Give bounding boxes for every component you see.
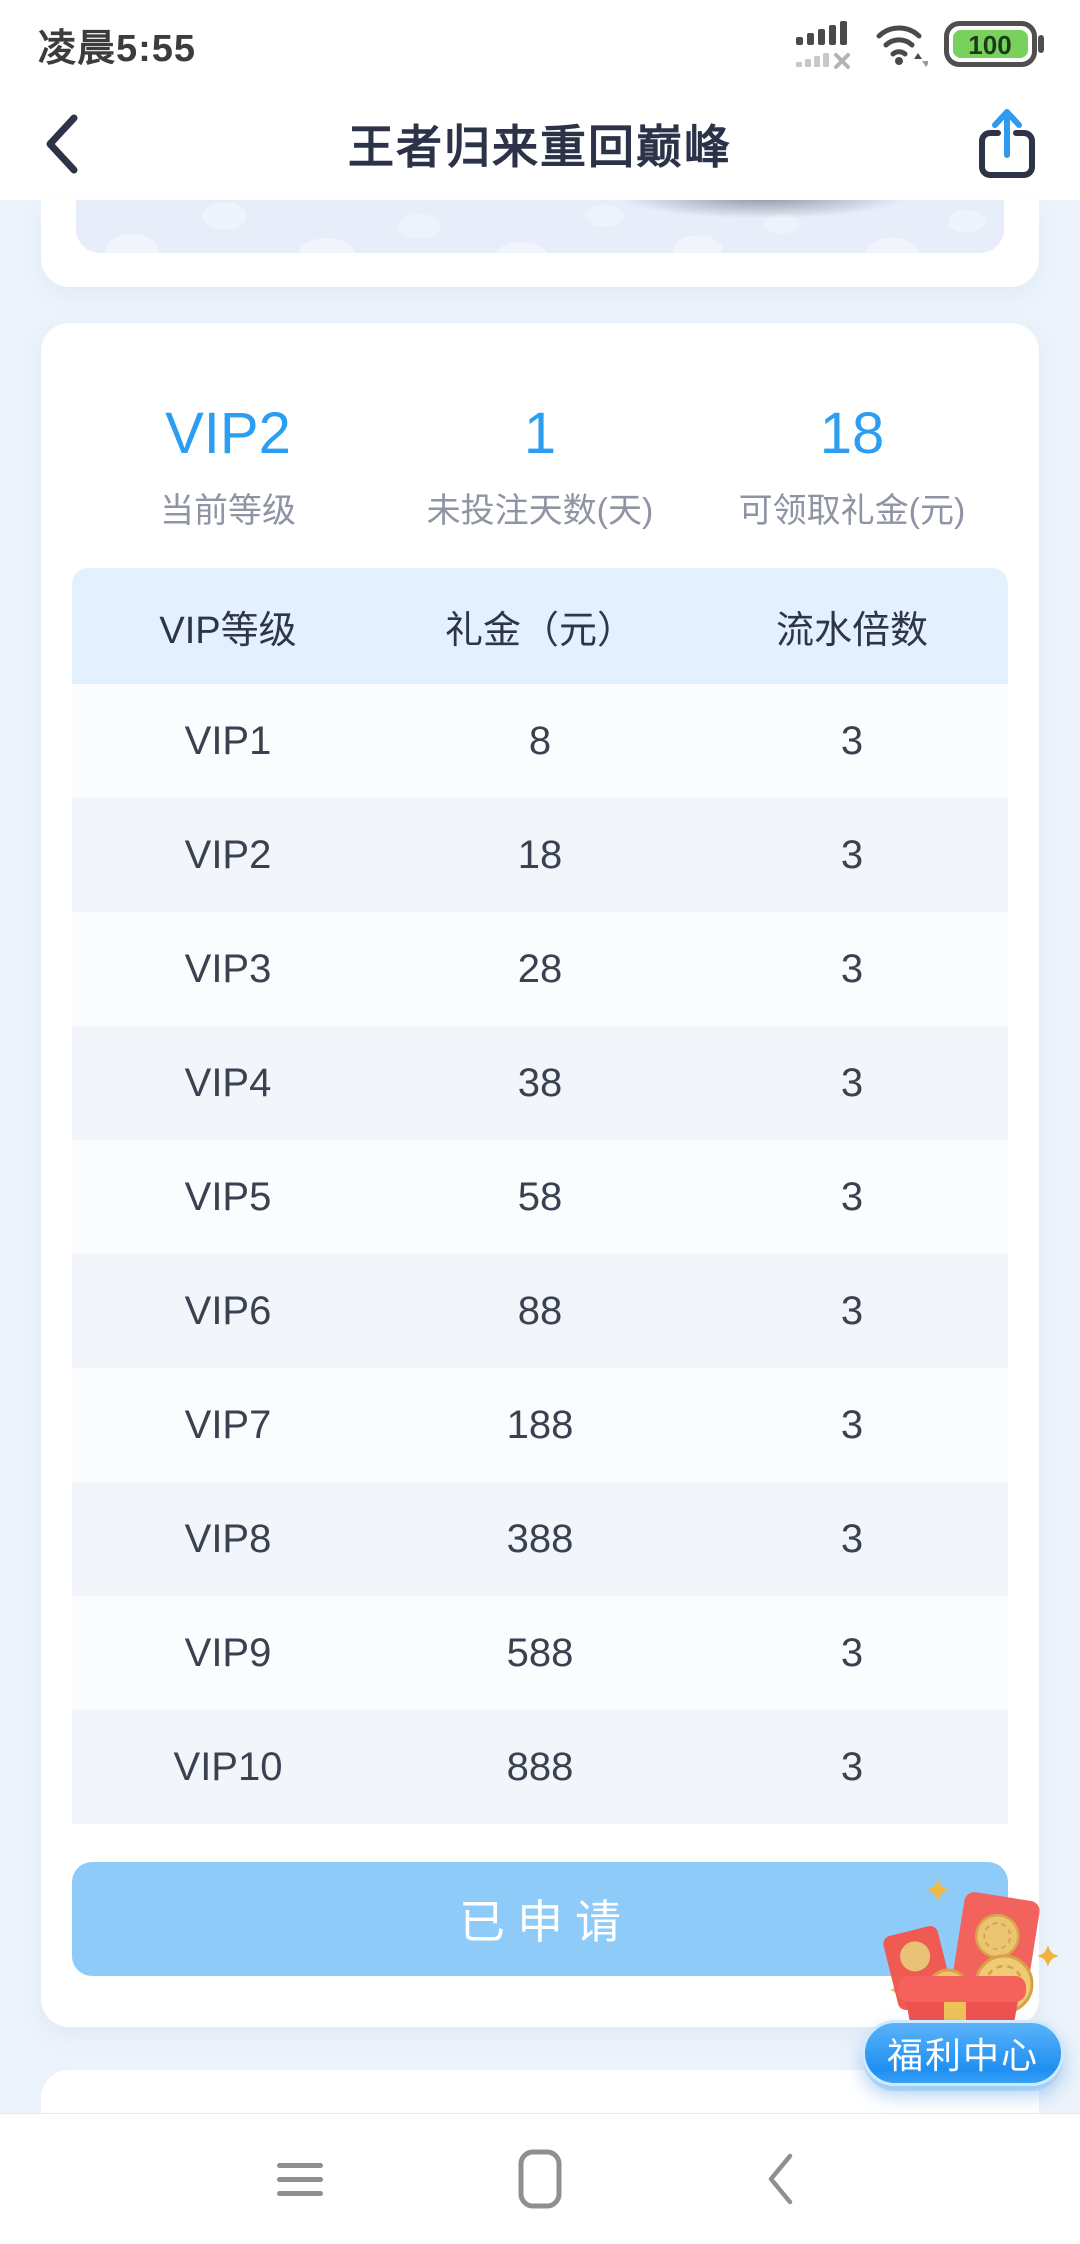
- stat-label: 当前等级: [160, 492, 296, 530]
- cell-multiplier: 3: [840, 832, 864, 877]
- cell-level: VIP8: [184, 1516, 272, 1561]
- share-button[interactable]: [970, 107, 1040, 181]
- app-header: 王者归来重回巅峰: [0, 88, 1080, 200]
- cell-multiplier: 3: [840, 946, 864, 991]
- banner-card: [41, 200, 1039, 287]
- status-time: 凌晨5:55: [38, 27, 197, 70]
- cell-level: VIP9: [184, 1630, 272, 1675]
- cell-level: VIP1: [184, 718, 272, 763]
- cell-gift: 88: [517, 1288, 563, 1333]
- cell-multiplier: 3: [840, 1174, 864, 1219]
- col-header-multiplier: 流水倍数: [775, 609, 928, 652]
- stat-days-no-bet: 1 未投注天数(天): [384, 399, 696, 532]
- stat-value: VIP2: [165, 401, 291, 466]
- stats-row: VIP2 当前等级 1 未投注天数(天) 18 可领取礼金(元): [72, 399, 1008, 532]
- cell-gift: 8: [528, 718, 552, 763]
- cell-level: VIP10: [173, 1744, 283, 1789]
- table-row: VIP10 888 3: [72, 1710, 1008, 1824]
- stat-value: 1: [523, 401, 557, 466]
- cell-level: VIP6: [184, 1288, 272, 1333]
- table-row: VIP6 88 3: [72, 1254, 1008, 1368]
- status-bar: 凌晨5:55: [0, 0, 1080, 88]
- table-row: VIP9 588 3: [72, 1596, 1008, 1710]
- stat-label: 未投注天数(天): [426, 492, 654, 530]
- battery-icon: 100: [944, 21, 1044, 67]
- cell-gift: 28: [517, 946, 563, 991]
- cell-level: VIP3: [184, 946, 272, 991]
- share-icon: [979, 109, 1035, 178]
- recents-menu-icon: [277, 2163, 323, 2196]
- battery-level-text: 100: [968, 30, 1011, 60]
- vip-table: VIP等级 礼金（元） 流水倍数 VIP1 8 3 VIP2 18 3 VIP3…: [72, 568, 1008, 1824]
- nav-back-icon: [768, 2153, 793, 2205]
- apply-button[interactable]: 已申请: [72, 1862, 1008, 1976]
- table-row: VIP8 388 3: [72, 1482, 1008, 1596]
- cell-gift: 588: [506, 1630, 574, 1675]
- cell-multiplier: 3: [840, 1402, 864, 1447]
- back-button[interactable]: [40, 110, 110, 178]
- stat-claimable-gift: 18 可领取礼金(元): [696, 399, 1008, 532]
- table-row: VIP2 18 3: [72, 798, 1008, 912]
- vip-card: VIP2 当前等级 1 未投注天数(天) 18 可领取礼金(元) VIP等级 礼…: [41, 323, 1039, 2027]
- cell-multiplier: 3: [840, 1630, 864, 1675]
- table-header-row: VIP等级 礼金（元） 流水倍数: [72, 568, 1008, 684]
- cell-gift: 38: [517, 1060, 563, 1105]
- table-row: VIP1 8 3: [72, 684, 1008, 798]
- col-header-gift: 礼金（元）: [444, 609, 635, 652]
- stat-current-level: VIP2 当前等级: [72, 399, 384, 532]
- page-title: 王者归来重回巅峰: [348, 121, 732, 173]
- table-row: VIP5 58 3: [72, 1140, 1008, 1254]
- cell-multiplier: 3: [840, 1516, 864, 1561]
- home-icon: [518, 2149, 562, 2209]
- welfare-center-widget[interactable]: 福利中心: [852, 1872, 1068, 2098]
- banner-image: [76, 200, 1004, 253]
- cell-level: VIP5: [184, 1174, 272, 1219]
- cell-gift: 58: [517, 1174, 563, 1219]
- cell-multiplier: 3: [840, 1744, 864, 1789]
- status-icons: 100: [796, 19, 1046, 69]
- cell-level: VIP4: [184, 1060, 272, 1105]
- cell-level: VIP2: [184, 832, 272, 877]
- wifi-icon: [876, 25, 928, 67]
- col-header-level: VIP等级: [159, 609, 297, 652]
- gift-box-icon: [883, 1878, 1059, 2042]
- stat-value: 18: [819, 401, 885, 466]
- table-row: VIP7 188 3: [72, 1368, 1008, 1482]
- cell-multiplier: 3: [840, 1060, 864, 1105]
- cell-gift: 888: [506, 1744, 574, 1789]
- cell-signal-icon: [796, 21, 850, 69]
- nav-back-button[interactable]: [748, 2151, 812, 2207]
- table-row: VIP3 28 3: [72, 912, 1008, 1026]
- cell-gift: 388: [506, 1516, 574, 1561]
- welfare-center-badge[interactable]: 福利中心: [862, 2020, 1064, 2086]
- cell-gift: 188: [506, 1402, 574, 1447]
- cell-multiplier: 3: [840, 1288, 864, 1333]
- stat-label: 可领取礼金(元): [738, 492, 966, 530]
- nav-home-button[interactable]: [508, 2149, 572, 2209]
- system-nav-bar: [0, 2113, 1080, 2244]
- table-row: VIP4 38 3: [72, 1026, 1008, 1140]
- nav-recents-button[interactable]: [268, 2159, 332, 2199]
- cell-level: VIP7: [184, 1402, 272, 1447]
- cell-multiplier: 3: [840, 718, 864, 763]
- cell-gift: 18: [517, 832, 563, 877]
- back-icon: [46, 114, 78, 174]
